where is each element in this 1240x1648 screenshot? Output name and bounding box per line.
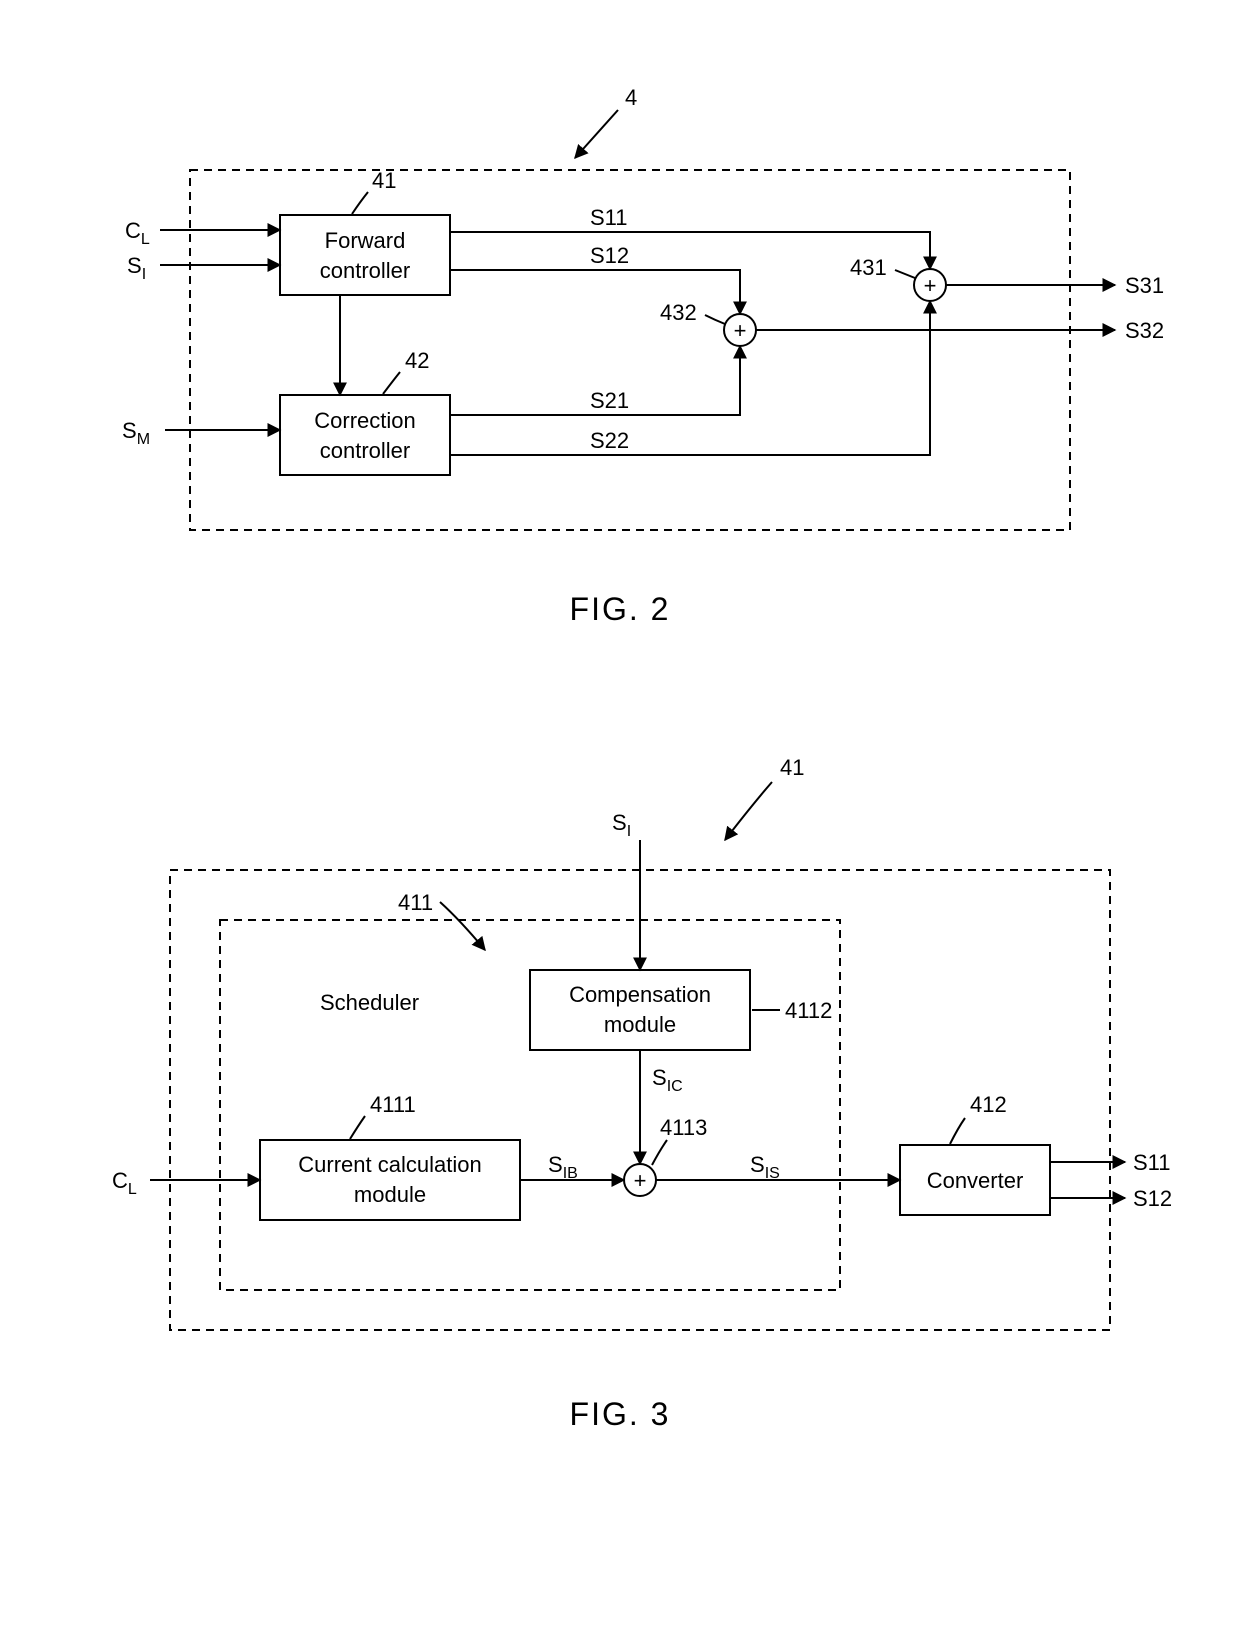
curr-label-2: module xyxy=(354,1182,426,1207)
converter-ref: 412 xyxy=(970,1092,1007,1117)
summer-432-plus: + xyxy=(734,318,747,343)
current-calc-module-block: Current calculation module 4111 xyxy=(260,1092,520,1220)
label-sib: SIB xyxy=(548,1152,578,1182)
fig2-input-SM: SM xyxy=(122,418,280,448)
fig3: 41 Scheduler 411 Compensation module 411… xyxy=(112,755,1172,1432)
label-sis: SIS xyxy=(750,1152,780,1182)
svg-text:SI: SI xyxy=(127,253,146,283)
curr-ref-leader xyxy=(350,1116,365,1139)
curr-ref: 4111 xyxy=(370,1092,416,1117)
forward-controller-block: Forward controller 41 xyxy=(280,168,450,295)
converter-label: Converter xyxy=(927,1168,1024,1193)
label-s32: S32 xyxy=(1125,318,1164,343)
comp-ref: 4112 xyxy=(785,998,832,1023)
fig3-ref-leader xyxy=(725,782,772,840)
comp-label-1: Compensation xyxy=(569,982,711,1007)
fig3-ref: 41 xyxy=(780,755,804,780)
correction-controller-ref: 42 xyxy=(405,348,429,373)
summer-4113-ref-leader xyxy=(652,1140,667,1165)
fig3-input-SI: SI xyxy=(612,810,640,970)
curr-label-1: Current calculation xyxy=(298,1152,481,1177)
fig3-input-CL: CL xyxy=(112,1168,260,1198)
correction-controller-block: Correction controller 42 xyxy=(280,348,450,475)
correction-controller-ref-leader xyxy=(383,372,400,394)
forward-controller-label-2: controller xyxy=(320,258,410,283)
scheduler-label: Scheduler xyxy=(320,990,419,1015)
summer-432: + 432 xyxy=(660,300,756,346)
label-s12: S12 xyxy=(590,243,629,268)
label-fig3-s11: S11 xyxy=(1133,1150,1171,1175)
fig2-ref: 4 xyxy=(625,85,637,110)
fig2-ref-leader xyxy=(575,110,618,158)
forward-controller-label-1: Forward xyxy=(325,228,406,253)
summer-4113-ref: 4113 xyxy=(660,1115,707,1140)
svg-text:CL: CL xyxy=(125,218,150,248)
correction-controller-label-2: controller xyxy=(320,438,410,463)
summer-431: + 431 xyxy=(850,255,946,301)
converter-block: Converter 412 xyxy=(900,1092,1050,1215)
comp-label-2: module xyxy=(604,1012,676,1037)
summer-432-ref-leader xyxy=(705,315,725,324)
compensation-module-block: Compensation module 4112 xyxy=(530,970,832,1050)
summer-431-ref: 431 xyxy=(850,255,887,280)
correction-controller-label-1: Correction xyxy=(314,408,415,433)
summer-431-plus: + xyxy=(924,273,937,298)
converter-ref-leader xyxy=(950,1118,965,1144)
label-fig3-s12: S12 xyxy=(1133,1186,1172,1211)
summer-431-ref-leader xyxy=(895,270,915,278)
svg-text:CL: CL xyxy=(112,1168,137,1198)
svg-text:SI: SI xyxy=(612,810,631,840)
label-s22: S22 xyxy=(590,428,629,453)
label-s21: S21 xyxy=(590,388,629,413)
forward-controller-ref: 41 xyxy=(372,168,396,193)
label-sic: SIC xyxy=(652,1065,683,1095)
fig2-caption: FIG. 2 xyxy=(570,591,671,627)
summer-432-ref: 432 xyxy=(660,300,697,325)
fig2-input-CL: CL xyxy=(125,218,280,248)
scheduler-ref-leader xyxy=(440,902,485,950)
summer-4113-plus: + xyxy=(634,1168,647,1193)
label-s31: S31 xyxy=(1125,273,1164,298)
forward-controller-ref-leader xyxy=(352,192,368,214)
scheduler-ref: 411 xyxy=(398,890,433,915)
fig2: 4 Forward controller 41 Correction contr… xyxy=(122,85,1164,627)
svg-text:SM: SM xyxy=(122,418,150,448)
fig3-caption: FIG. 3 xyxy=(570,1396,671,1432)
fig2-input-SI: SI xyxy=(127,253,280,283)
summer-4113: + 4113 xyxy=(624,1115,707,1196)
label-s11: S11 xyxy=(590,205,628,230)
